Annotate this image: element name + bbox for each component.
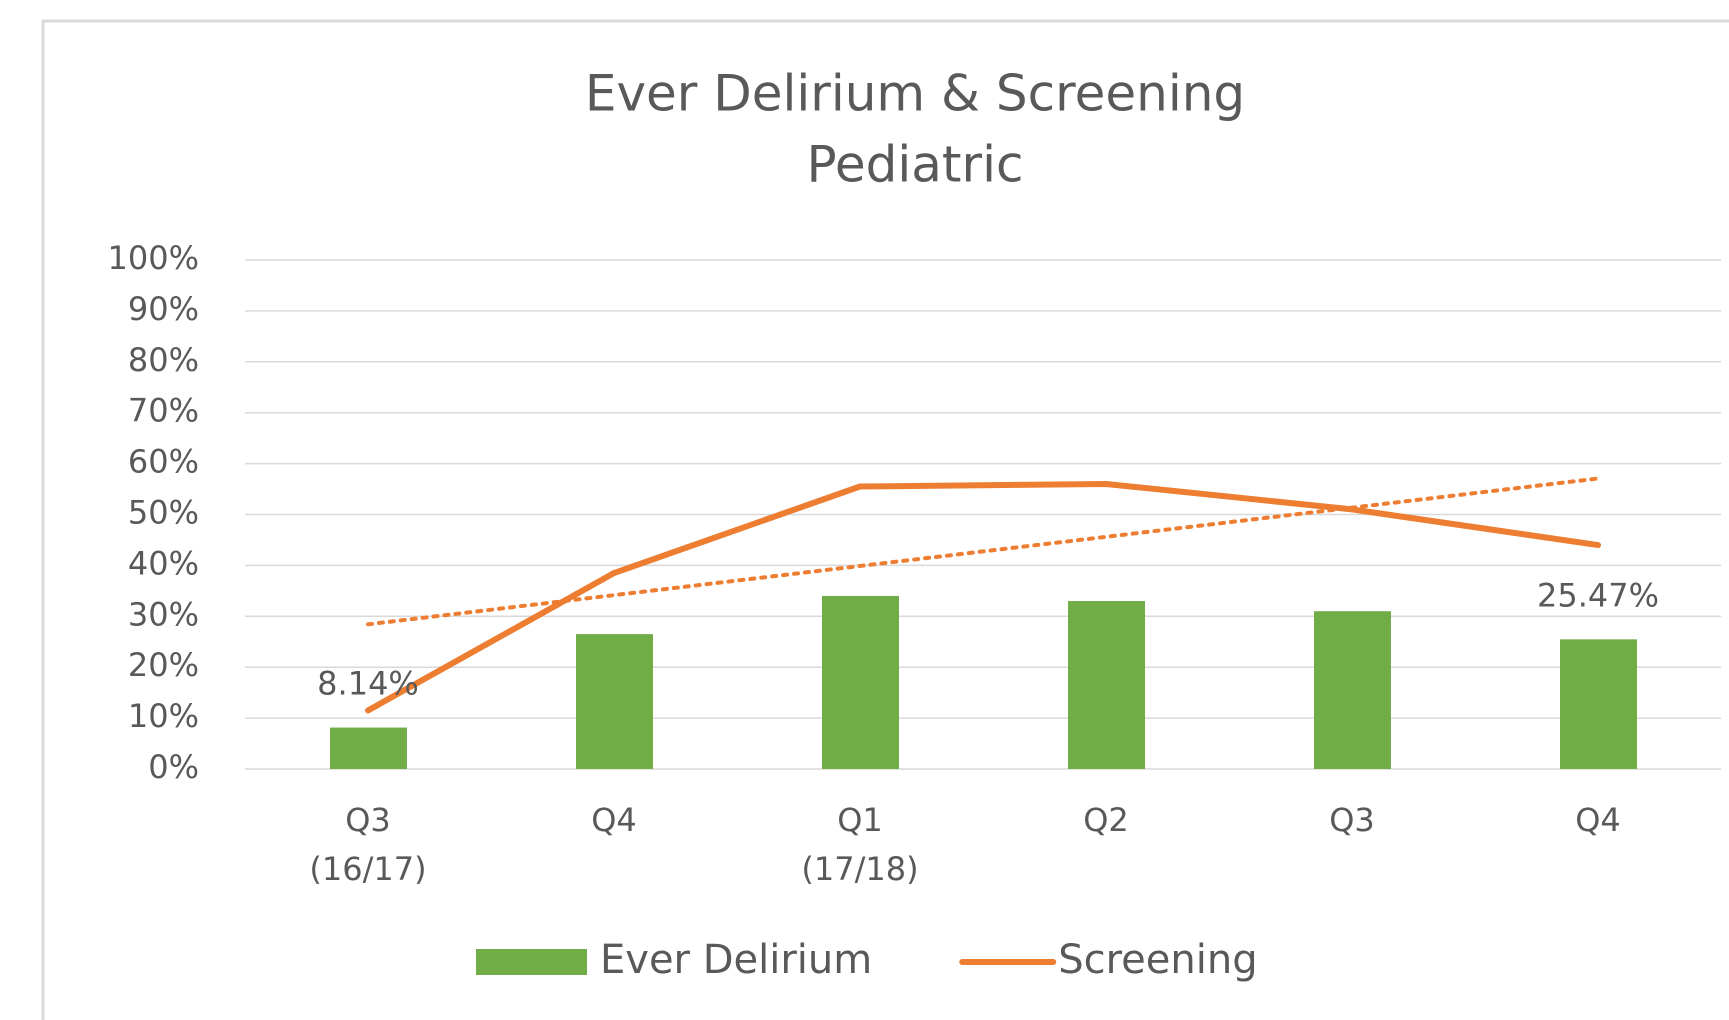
- x-tick-label: Q4: [1575, 801, 1621, 839]
- y-tick-label: 80%: [128, 341, 199, 379]
- x-tick-label: Q1: [837, 801, 883, 839]
- data-label: 25.47%: [1537, 576, 1659, 614]
- trendline: [366, 476, 1600, 627]
- y-tick-label: 40%: [128, 544, 199, 582]
- bar: [576, 634, 653, 769]
- legend-label: Ever Delirium: [600, 937, 872, 983]
- y-tick-label: 100%: [108, 239, 199, 277]
- bar: [1560, 639, 1637, 769]
- y-tick-label: 60%: [128, 443, 199, 481]
- data-label: 8.14%: [317, 665, 419, 703]
- chart-title: Ever Delirium & Screening: [585, 65, 1245, 123]
- bar: [1068, 601, 1145, 769]
- chart-subtitle: Pediatric: [807, 136, 1024, 194]
- y-tick-label: 90%: [128, 290, 199, 328]
- y-tick-label: 20%: [128, 646, 199, 684]
- x-tick-label: Q2: [1083, 801, 1129, 839]
- bar: [1314, 611, 1391, 769]
- x-tick-label: (16/17): [309, 850, 426, 888]
- y-tick-label: 70%: [128, 392, 199, 430]
- y-tick-label: 50%: [128, 494, 199, 532]
- y-tick-label: 30%: [128, 595, 199, 633]
- legend-label: Screening: [1058, 937, 1257, 983]
- legend-swatch: [476, 949, 587, 975]
- chart-border: [41, 19, 1729, 1020]
- x-tick-label: Q3: [1329, 801, 1375, 839]
- line: [365, 480, 1601, 714]
- x-tick-label: Q3: [345, 801, 391, 839]
- x-tick-label: (17/18): [801, 850, 918, 888]
- bar: [822, 595, 899, 769]
- y-tick-label: 0%: [148, 748, 199, 786]
- y-tick-label: 10%: [128, 697, 199, 735]
- x-tick-label: Q4: [591, 801, 637, 839]
- bar: [330, 727, 407, 769]
